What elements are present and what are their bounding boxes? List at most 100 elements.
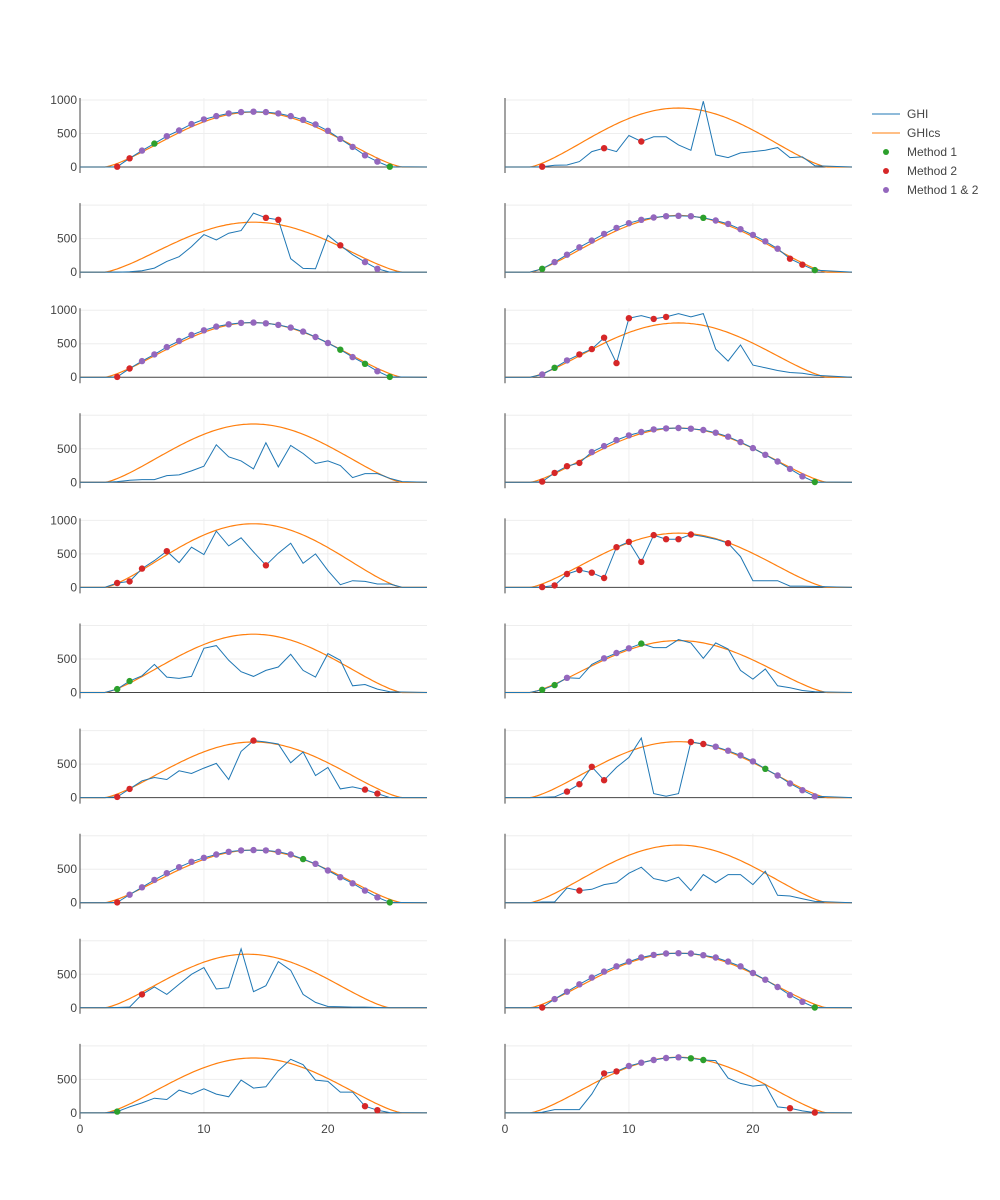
ghi-line (505, 533, 853, 588)
method12-point (275, 848, 282, 855)
method12-point (262, 320, 270, 327)
method12-point (563, 251, 571, 258)
method12-point (262, 847, 270, 854)
method12-point (588, 448, 595, 456)
ghics-line (80, 953, 427, 1009)
method12-point (275, 110, 282, 117)
method1-point (687, 1055, 695, 1062)
method2-point (786, 255, 794, 262)
y-tick-label: 0 (70, 580, 77, 594)
method2-point (563, 570, 571, 578)
method2-point (262, 562, 270, 569)
method12-point (175, 127, 183, 134)
method2-point (563, 463, 571, 470)
method12-point (662, 950, 670, 957)
method12-point (225, 848, 232, 855)
method12-point (613, 963, 620, 970)
method1-point (811, 1004, 818, 1011)
method2-point (539, 583, 546, 591)
method12-point (625, 1062, 633, 1070)
subplot-r2-c2 (504, 203, 853, 279)
method2-point (563, 788, 571, 795)
ghics-line (80, 423, 427, 483)
method12-point (786, 991, 794, 999)
subplot-r10-c1: 0 500 0 10 20 (57, 1043, 428, 1136)
method2-point (114, 579, 121, 587)
subplot-r4-c2 (504, 413, 853, 489)
method12-point (724, 958, 732, 965)
method1-point (551, 681, 558, 689)
method12-point (539, 371, 546, 378)
y-tick-label: 0 (70, 896, 77, 910)
subplot-r2-c1: 0 500 (57, 203, 427, 279)
y-tick-label: 0 (70, 1001, 77, 1015)
method12-point (724, 747, 732, 754)
method12-point (675, 950, 682, 957)
method12-point (650, 951, 657, 959)
x-tick-label: 0 (77, 1122, 84, 1136)
method2-point (662, 313, 670, 321)
method2-point (163, 548, 170, 555)
method2-point (114, 373, 121, 381)
method12-point (687, 425, 695, 432)
method12-point (588, 974, 595, 981)
method2-point (638, 558, 645, 566)
legend-ghics-label: GHIcs (907, 126, 940, 140)
method2-point (126, 155, 133, 162)
method12-point (349, 353, 356, 361)
method1-point (126, 677, 133, 685)
method12-point (749, 758, 757, 765)
method12-point (337, 135, 344, 143)
method12-point (563, 357, 571, 364)
x-tick-label: 20 (321, 1122, 335, 1136)
method12-point (374, 894, 381, 901)
x-tick-label: 0 (502, 1122, 509, 1136)
method2-point (374, 790, 381, 797)
method12-point (163, 870, 170, 877)
method12-point (712, 429, 719, 436)
method2-point (576, 459, 583, 467)
ghi-line (80, 530, 427, 588)
ghi-line (80, 645, 428, 693)
y-tick-label: 500 (57, 1072, 77, 1086)
method2-point (374, 1107, 381, 1114)
method12-point (662, 425, 670, 432)
method12-point (349, 880, 356, 887)
y-tick-label: 500 (57, 757, 77, 771)
method12-point (600, 968, 608, 975)
method1-point (299, 855, 307, 863)
method2-point (138, 565, 146, 572)
method12-point (299, 116, 307, 124)
subplot-r1-c2 (504, 98, 853, 173)
method2-point (638, 138, 645, 145)
method12-point (237, 108, 245, 116)
method12-point (287, 112, 294, 120)
method12-point (625, 220, 633, 227)
method12-point (361, 887, 369, 894)
method12-point (662, 1054, 670, 1062)
ghics-line (80, 633, 427, 694)
y-tick-label: 500 (57, 862, 77, 876)
method2-point (576, 887, 583, 894)
method12-point (687, 213, 695, 220)
method2-point (625, 538, 633, 545)
y-tick-label: 500 (57, 232, 77, 246)
method12-point (188, 331, 195, 339)
method2-point (114, 793, 121, 801)
method12-point (163, 343, 170, 351)
legend-method2-swatch (883, 168, 889, 174)
method2-point (337, 242, 344, 249)
method12-point (675, 212, 682, 219)
method12-point (250, 108, 257, 115)
method12-point (762, 451, 769, 458)
method2-point (613, 1068, 620, 1075)
method2-point (588, 569, 595, 576)
method12-point (324, 867, 332, 874)
method12-point (588, 237, 595, 244)
ghi-line (80, 1058, 428, 1114)
y-tick-label: 1000 (50, 513, 77, 527)
method2-point (600, 334, 608, 341)
method12-point (638, 216, 645, 223)
method12-point (563, 674, 571, 681)
method1-point (762, 765, 769, 772)
